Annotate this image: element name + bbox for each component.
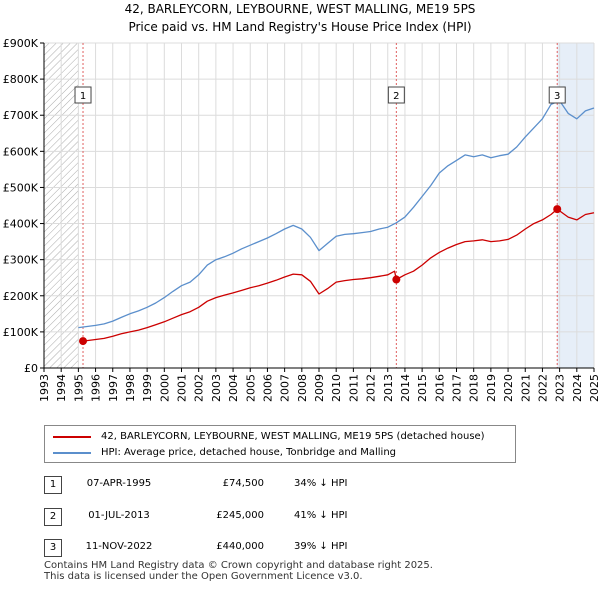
x-tick-label: 2009 — [313, 374, 326, 402]
footer-copyright: Contains HM Land Registry data © Crown c… — [44, 560, 433, 571]
sale-price: £440,000 — [216, 541, 264, 552]
sale-row-2: 2 01-JUL-2013 £245,000 41% ↓ HPI — [44, 508, 444, 528]
sale-date: 07-APR-1995 — [86, 478, 152, 489]
sale-price: £245,000 — [216, 510, 264, 521]
sale-row-3: 3 11-NOV-2022 £440,000 39% ↓ HPI — [44, 539, 444, 559]
legend-label-property: 42, BARLEYCORN, LEYBOURNE, WEST MALLING,… — [101, 431, 485, 442]
sale-point-2 — [392, 275, 401, 284]
x-tick-label: 2023 — [554, 374, 567, 402]
x-tick-label: 1998 — [124, 374, 137, 402]
x-tick-label: 2016 — [433, 374, 446, 402]
sale-point-3 — [553, 205, 562, 214]
x-tick-label: 2006 — [261, 374, 274, 402]
y-tick-label: £900K — [3, 37, 39, 50]
legend-label-hpi: HPI: Average price, detached house, Tonb… — [101, 447, 397, 458]
y-tick-label: £800K — [3, 73, 39, 86]
sale-date: 11-NOV-2022 — [85, 541, 153, 552]
x-tick-label: 2005 — [244, 374, 257, 402]
sale-hpi-diff: 39% ↓ HPI — [294, 541, 348, 552]
x-tick-label: 2014 — [399, 374, 412, 402]
x-tick-label: 2017 — [451, 374, 464, 402]
hpi-line — [78, 100, 595, 329]
footer: Contains HM Land Registry data © Crown c… — [44, 560, 433, 582]
sale-label-1: 1 — [80, 91, 86, 102]
y-tick-label: £100K — [3, 326, 39, 339]
legend-item-property: 42, BARLEYCORN, LEYBOURNE, WEST MALLING,… — [53, 431, 485, 442]
chart-title: 42, BARLEYCORN, LEYBOURNE, WEST MALLING,… — [124, 2, 476, 16]
y-tick-label: £600K — [3, 145, 39, 158]
sale-hpi-diff: 41% ↓ HPI — [294, 510, 348, 521]
y-tick-label: £0 — [24, 362, 38, 375]
sale-price: £74,500 — [222, 478, 264, 489]
footer-licence: This data is licensed under the Open Gov… — [44, 571, 363, 582]
x-tick-label: 2013 — [382, 374, 395, 402]
sale-hpi-diff: 34% ↓ HPI — [294, 478, 348, 489]
x-tick-label: 2022 — [536, 374, 549, 402]
y-tick-label: £700K — [3, 109, 39, 122]
x-tick-label: 1997 — [107, 374, 120, 402]
x-tick-label: 1994 — [55, 374, 68, 402]
y-tick-label: £300K — [3, 254, 39, 267]
chart-area: 1 2 3 £0 £100K £200K £300K £400K £500K £600K £700… — [3, 37, 600, 402]
x-tick-label: 2021 — [519, 374, 532, 402]
x-tick-label: 1999 — [141, 374, 154, 402]
sale-label-3: 3 — [554, 91, 560, 102]
x-tick-label: 2019 — [485, 374, 498, 402]
x-tick-label: 1996 — [90, 374, 103, 402]
x-tick-label: 1993 — [38, 374, 51, 402]
chart-subtitle: Price paid vs. HM Land Registry's House … — [128, 20, 472, 34]
sale-label-2: 2 — [393, 91, 399, 102]
y-tick-label: £200K — [3, 290, 39, 303]
x-tick-label: 2025 — [588, 374, 600, 402]
property-line — [82, 208, 595, 342]
sale-label-box-1 — [74, 86, 92, 104]
x-tick-label: 2001 — [176, 374, 189, 402]
x-tick-label: 2020 — [502, 374, 515, 402]
sale-row-1: 1 07-APR-1995 £74,500 34% ↓ HPI — [44, 476, 444, 496]
sale-label-box-2 — [387, 86, 405, 104]
sale-marker-num: 2 — [44, 508, 62, 526]
x-tick-label: 2002 — [193, 374, 206, 402]
x-tick-label: 2015 — [416, 374, 429, 402]
legend: 42, BARLEYCORN, LEYBOURNE, WEST MALLING,… — [44, 425, 516, 463]
sale-label-box-3 — [548, 86, 566, 104]
legend-swatch-hpi — [53, 451, 91, 454]
x-tick-label: 2007 — [279, 374, 292, 402]
x-tick-label: 2012 — [365, 374, 378, 402]
sale-marker-num: 1 — [44, 476, 62, 494]
x-tick-label: 2010 — [330, 374, 343, 402]
y-tick-label: £500K — [3, 181, 39, 194]
y-tick-label: £400K — [3, 218, 39, 231]
legend-swatch-property — [53, 435, 91, 438]
x-tick-label: 2011 — [347, 374, 360, 402]
x-tick-label: 2000 — [158, 374, 171, 402]
sale-marker-num: 3 — [44, 539, 62, 557]
x-tick-label: 2018 — [468, 374, 481, 402]
sale-date: 01-JUL-2013 — [88, 510, 150, 521]
x-tick-label: 1995 — [72, 374, 85, 402]
legend-item-hpi: HPI: Average price, detached house, Tonb… — [53, 447, 396, 458]
sale-point-1 — [79, 337, 88, 346]
x-tick-label: 2003 — [210, 374, 223, 402]
x-tick-label: 2004 — [227, 374, 240, 402]
x-tick-label: 2024 — [571, 374, 584, 402]
x-tick-label: 2008 — [296, 374, 309, 402]
